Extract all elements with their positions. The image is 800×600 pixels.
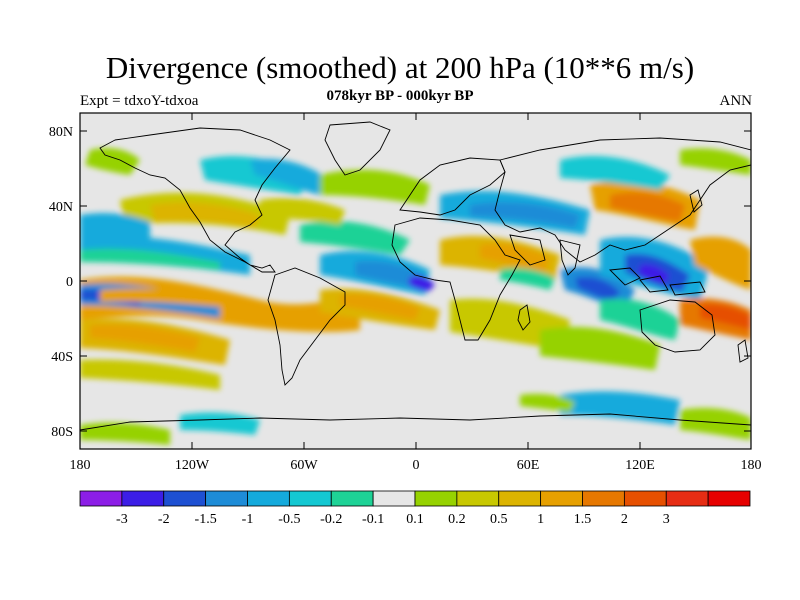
colorbar-swatch: [707, 490, 751, 507]
colorbar-label: -3: [116, 512, 128, 527]
lon-tick-label: 180: [741, 458, 762, 473]
colorbar-swatch: [582, 490, 625, 507]
colorbar-label: -1.5: [195, 512, 217, 527]
lat-tick-label: 80S: [51, 425, 73, 440]
colorbar-swatch: [121, 490, 165, 507]
lat-tick-label: 80N: [49, 125, 73, 140]
colorbar-swatch: [623, 490, 667, 507]
colorbar-label: -0.1: [362, 512, 384, 527]
colorbar-swatch: [665, 490, 709, 507]
longitude-axis: 180 120W 60W 0 60E 120E 180: [70, 113, 762, 473]
colorbar-swatch: [79, 490, 123, 507]
colorbar-label: -2: [158, 512, 170, 527]
colorbar-swatch: [372, 490, 416, 507]
colorbar-swatch: [205, 490, 248, 507]
lat-tick-label: 0: [66, 275, 73, 290]
season-label: ANN: [719, 93, 753, 109]
colorbar-label: -1: [242, 512, 254, 527]
colorbar-swatch: [330, 490, 374, 507]
map-subtitle: 078kyr BP - 000kyr BP: [326, 88, 474, 104]
colorbar-label: 2: [621, 512, 628, 527]
latitude-axis: 80N 40N 0 40S 80S: [49, 125, 751, 440]
colorbar: -3 -2 -1.5 -1 -0.5 -0.2 -0.1 0.1 0.2 0.5 1 1.5 2 3: [79, 490, 751, 527]
colorbar-swatch: [540, 490, 583, 507]
colorbar-label: 3: [663, 512, 670, 527]
lat-tick-label: 40S: [51, 350, 73, 365]
experiment-label: Expt = tdxoY-tdxoa: [80, 93, 199, 109]
colorbar-swatch: [288, 490, 332, 507]
divergence-field: [80, 148, 751, 445]
coastlines: [80, 121, 751, 431]
colorbar-label: 0.2: [448, 512, 466, 527]
map-title: Divergence (smoothed) at 200 hPa (10**6 …: [105, 50, 695, 85]
colorbar-label: 0.5: [490, 512, 508, 527]
colorbar-label: -0.5: [278, 512, 300, 527]
colorbar-swatch: [247, 490, 290, 507]
lon-tick-label: 120W: [175, 458, 210, 473]
lon-tick-label: 180: [70, 458, 91, 473]
lon-tick-label: 0: [413, 458, 420, 473]
lon-tick-label: 60E: [517, 458, 540, 473]
colorbar-label: 0.1: [406, 512, 424, 527]
colorbar-label: 1.5: [574, 512, 592, 527]
colorbar-label: -0.2: [320, 512, 342, 527]
colorbar-swatch: [498, 490, 542, 507]
colorbar-swatch: [163, 490, 207, 507]
colorbar-swatch: [414, 490, 458, 507]
colorbar-label: 1: [537, 512, 544, 527]
lat-tick-label: 40N: [49, 200, 73, 215]
lon-tick-label: 120E: [625, 458, 655, 473]
colorbar-swatch: [456, 490, 500, 507]
lon-tick-label: 60W: [290, 458, 318, 473]
